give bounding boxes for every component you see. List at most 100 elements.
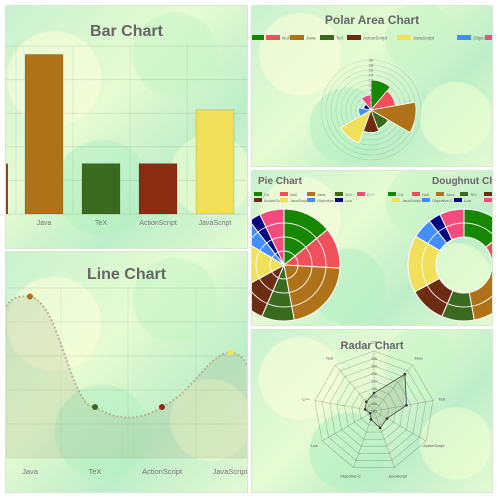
line-x-tick-label: TeX	[89, 467, 102, 476]
bar	[138, 163, 178, 215]
doughnut-legend-swatch	[392, 198, 400, 202]
bar-x-tick-label: Java	[37, 220, 52, 227]
line-x-tick-label: JavaScript	[212, 467, 247, 476]
polar-tick-label: 4	[370, 98, 373, 103]
pie-legend-swatch	[280, 192, 288, 196]
line-x-tick-label: ActionScript	[142, 467, 183, 476]
polar-wedge	[370, 79, 391, 112]
doughnut-legend-label: JavaScript	[402, 198, 422, 203]
pie-legend-label: Lua	[345, 198, 352, 203]
pie-slice	[283, 264, 341, 321]
radar-point	[385, 417, 389, 420]
radar-ring	[366, 403, 382, 419]
radar-tick-label: 3.5	[371, 356, 377, 361]
radar-point	[378, 426, 382, 430]
polar-wedge	[360, 94, 372, 112]
polar-legend-swatch	[347, 35, 361, 40]
radar-axis-label: ActionScript	[423, 443, 445, 448]
pie-legend-swatch	[254, 198, 262, 202]
radar-spoke	[373, 400, 434, 412]
polar-legend-label: Null	[282, 36, 290, 41]
radar-tick-label: 0.5	[371, 401, 377, 406]
bar-chart-plot: Java TeX ActionScript JavaScript	[6, 45, 247, 227]
bar-partial	[6, 163, 8, 214]
pie-legend-swatch	[280, 198, 288, 202]
radar-chart-title: Radar Chart	[340, 340, 404, 352]
pie-slice	[252, 245, 286, 284]
pie-legend-swatch	[335, 198, 343, 202]
radar-point	[368, 411, 372, 415]
polar-area-plot: C#NullJavaTeXActionScriptJavaScriptObjec…	[252, 35, 492, 161]
radar-ring	[358, 395, 390, 426]
doughnut-legend-label: Objective-C	[432, 198, 453, 203]
radar-point	[363, 408, 367, 411]
polar-legend-swatch	[320, 35, 334, 40]
radar-ring	[344, 380, 404, 440]
radar-spoke	[373, 364, 413, 412]
radar-axis-label: TeX	[438, 397, 445, 402]
radar-spoke	[335, 364, 375, 412]
bar-x-tick-label: ActionScript	[139, 220, 176, 227]
bar	[81, 163, 121, 215]
radar-axis-label: C++	[302, 397, 310, 402]
radar-series	[364, 373, 407, 429]
polar-legend-swatch	[266, 35, 280, 40]
doughnut-legend-swatch	[412, 192, 420, 196]
doughnut-ring	[421, 222, 492, 308]
radar-axis-label: Null	[326, 356, 333, 361]
radar-tick-label: 2.5	[371, 371, 377, 376]
line-chart-title: Line Chart	[86, 266, 167, 283]
polar-tick-label: 20	[369, 58, 374, 63]
doughnut-legend-swatch	[454, 198, 462, 202]
pie-legend-label: Null	[290, 192, 297, 197]
polar-legend-swatch	[290, 35, 304, 40]
polar-tick-label: 6	[370, 93, 373, 98]
doughnut-legend-swatch	[460, 192, 468, 196]
radar-tick-label: 1.0	[371, 394, 377, 399]
pie-legend-swatch	[357, 192, 365, 196]
polar-legend-label: ActionScript	[363, 36, 388, 41]
pie-legend-swatch	[254, 192, 262, 196]
polar-legend-label: JavaScript	[413, 36, 435, 41]
polar-legend-swatch	[397, 35, 411, 40]
bar	[195, 109, 235, 215]
doughnut-slice	[485, 241, 492, 268]
radar-tick-label: 1.5	[371, 386, 377, 391]
doughnut-legend-label: TeX	[470, 192, 477, 197]
polar-tick-label: 18	[369, 63, 374, 68]
polar-tick-label: 10	[369, 83, 374, 88]
radar-point	[403, 372, 407, 376]
polar-legend-swatch	[252, 35, 264, 40]
pie-chart-title: Pie Chart	[258, 176, 302, 187]
pie-doughnut-panel: Pie Chart Doughnut Chart C# Null Java TeX Ac…	[251, 170, 493, 326]
doughnut-slice	[463, 208, 492, 249]
pie-legend-label: ActionScript	[264, 198, 286, 203]
polar-area-chart-panel: Polar Area Chart C#NullJavaTeXActionScri…	[251, 5, 493, 167]
radar-point	[372, 391, 376, 395]
bar-x-tick-label: TeX	[95, 220, 107, 227]
pie-legend-label: JavaScript	[290, 198, 310, 203]
pie-legend-label: TeX	[345, 192, 352, 197]
line-point	[159, 404, 165, 410]
doughnut-legend-swatch	[484, 198, 492, 202]
radar-axis-label: Objective-C	[340, 473, 361, 478]
radar-chart-plot: Java TeX ActionScript JavaScript Objective-C…	[302, 340, 445, 479]
radar-tick-label: 3.0	[371, 364, 377, 369]
doughnut-legend-swatch	[422, 198, 430, 202]
polar-tick-label: 12	[369, 78, 374, 83]
line-point	[27, 293, 33, 300]
pie-ring	[252, 222, 327, 308]
doughnut-legend-label: Null	[422, 192, 429, 197]
pie-ring	[255, 236, 313, 294]
polar-legend-swatch	[485, 35, 492, 40]
polar-wedge	[369, 101, 417, 134]
radar-chart-panel: Radar Chart Java TeX ActionScript JavaScrip…	[251, 329, 493, 493]
radar-ring	[329, 365, 419, 454]
polar-wedge	[340, 109, 372, 144]
pie-legend-label: C++	[367, 192, 375, 197]
radar-axis-label: C#	[371, 340, 377, 345]
doughnut-legend-label: Java	[446, 192, 455, 197]
polar-tick-label: 16	[369, 68, 374, 73]
pie-legend-label: Objective-C	[317, 198, 338, 203]
doughnut-legend-label: Lua	[464, 198, 471, 203]
